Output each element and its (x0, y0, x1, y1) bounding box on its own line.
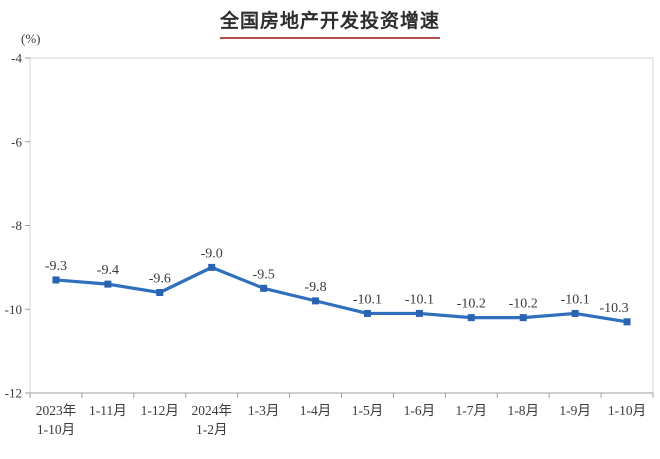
y-tick-label: -6 (11, 134, 22, 149)
data-point-label: -10.3 (599, 301, 628, 316)
data-point-marker (104, 280, 112, 288)
x-category-label: 2024年 (191, 403, 232, 418)
data-point-marker (363, 309, 371, 317)
data-point-label: -10.1 (405, 292, 434, 307)
data-point-marker (52, 276, 60, 284)
data-point-label: -9.4 (97, 263, 119, 278)
chart-title: 全国房地产开发投资增速 (219, 6, 440, 39)
data-point-marker (415, 309, 423, 317)
x-category-label: 2023年 (36, 403, 77, 418)
y-tick-label: -4 (11, 51, 22, 66)
y-tick-label: -10 (5, 302, 22, 317)
x-category-label: 1-12月 (141, 403, 179, 418)
data-point-label: -9.6 (149, 272, 171, 287)
data-point-label: -10.2 (457, 297, 486, 312)
x-category-label: 1-10月 (608, 403, 646, 418)
data-point-label: -9.5 (253, 267, 275, 282)
x-category-label: 1-7月 (456, 403, 488, 418)
x-category-label: 1-10月 (37, 422, 75, 437)
x-category-label: 1-5月 (352, 403, 384, 418)
trend-line (54, 265, 629, 324)
data-point-label: -10.1 (353, 292, 382, 307)
data-point-label: -10.1 (561, 292, 590, 307)
data-point-marker (208, 263, 216, 271)
x-category-label: 1-11月 (89, 403, 127, 418)
y-tick-label: -8 (11, 218, 22, 233)
data-point-label: -9.0 (201, 246, 223, 261)
y-tick-label: -12 (5, 386, 22, 401)
data-point-marker (519, 314, 527, 322)
chart-title-row: 全国房地产开发投资增速 (0, 6, 660, 39)
data-point-marker (260, 284, 268, 292)
x-category-label: 1-2月 (196, 422, 228, 437)
data-point-marker (571, 309, 579, 317)
x-category-label: 1-9月 (559, 403, 591, 418)
x-category-label: 1-6月 (404, 403, 436, 418)
data-point-marker (623, 318, 631, 326)
data-point-label: -9.3 (45, 259, 67, 274)
data-point-label: -9.8 (304, 280, 326, 295)
x-category-label: 1-3月 (248, 403, 280, 418)
data-point-marker (467, 314, 475, 322)
plot-border (29, 57, 654, 394)
data-point-label: -10.2 (509, 297, 538, 312)
y-axis-unit-label: (%) (21, 31, 41, 46)
data-point-marker (156, 289, 164, 296)
data-point-marker (312, 297, 320, 305)
x-category-label: 1-8月 (507, 403, 539, 418)
x-category-label: 1-4月 (300, 403, 332, 418)
